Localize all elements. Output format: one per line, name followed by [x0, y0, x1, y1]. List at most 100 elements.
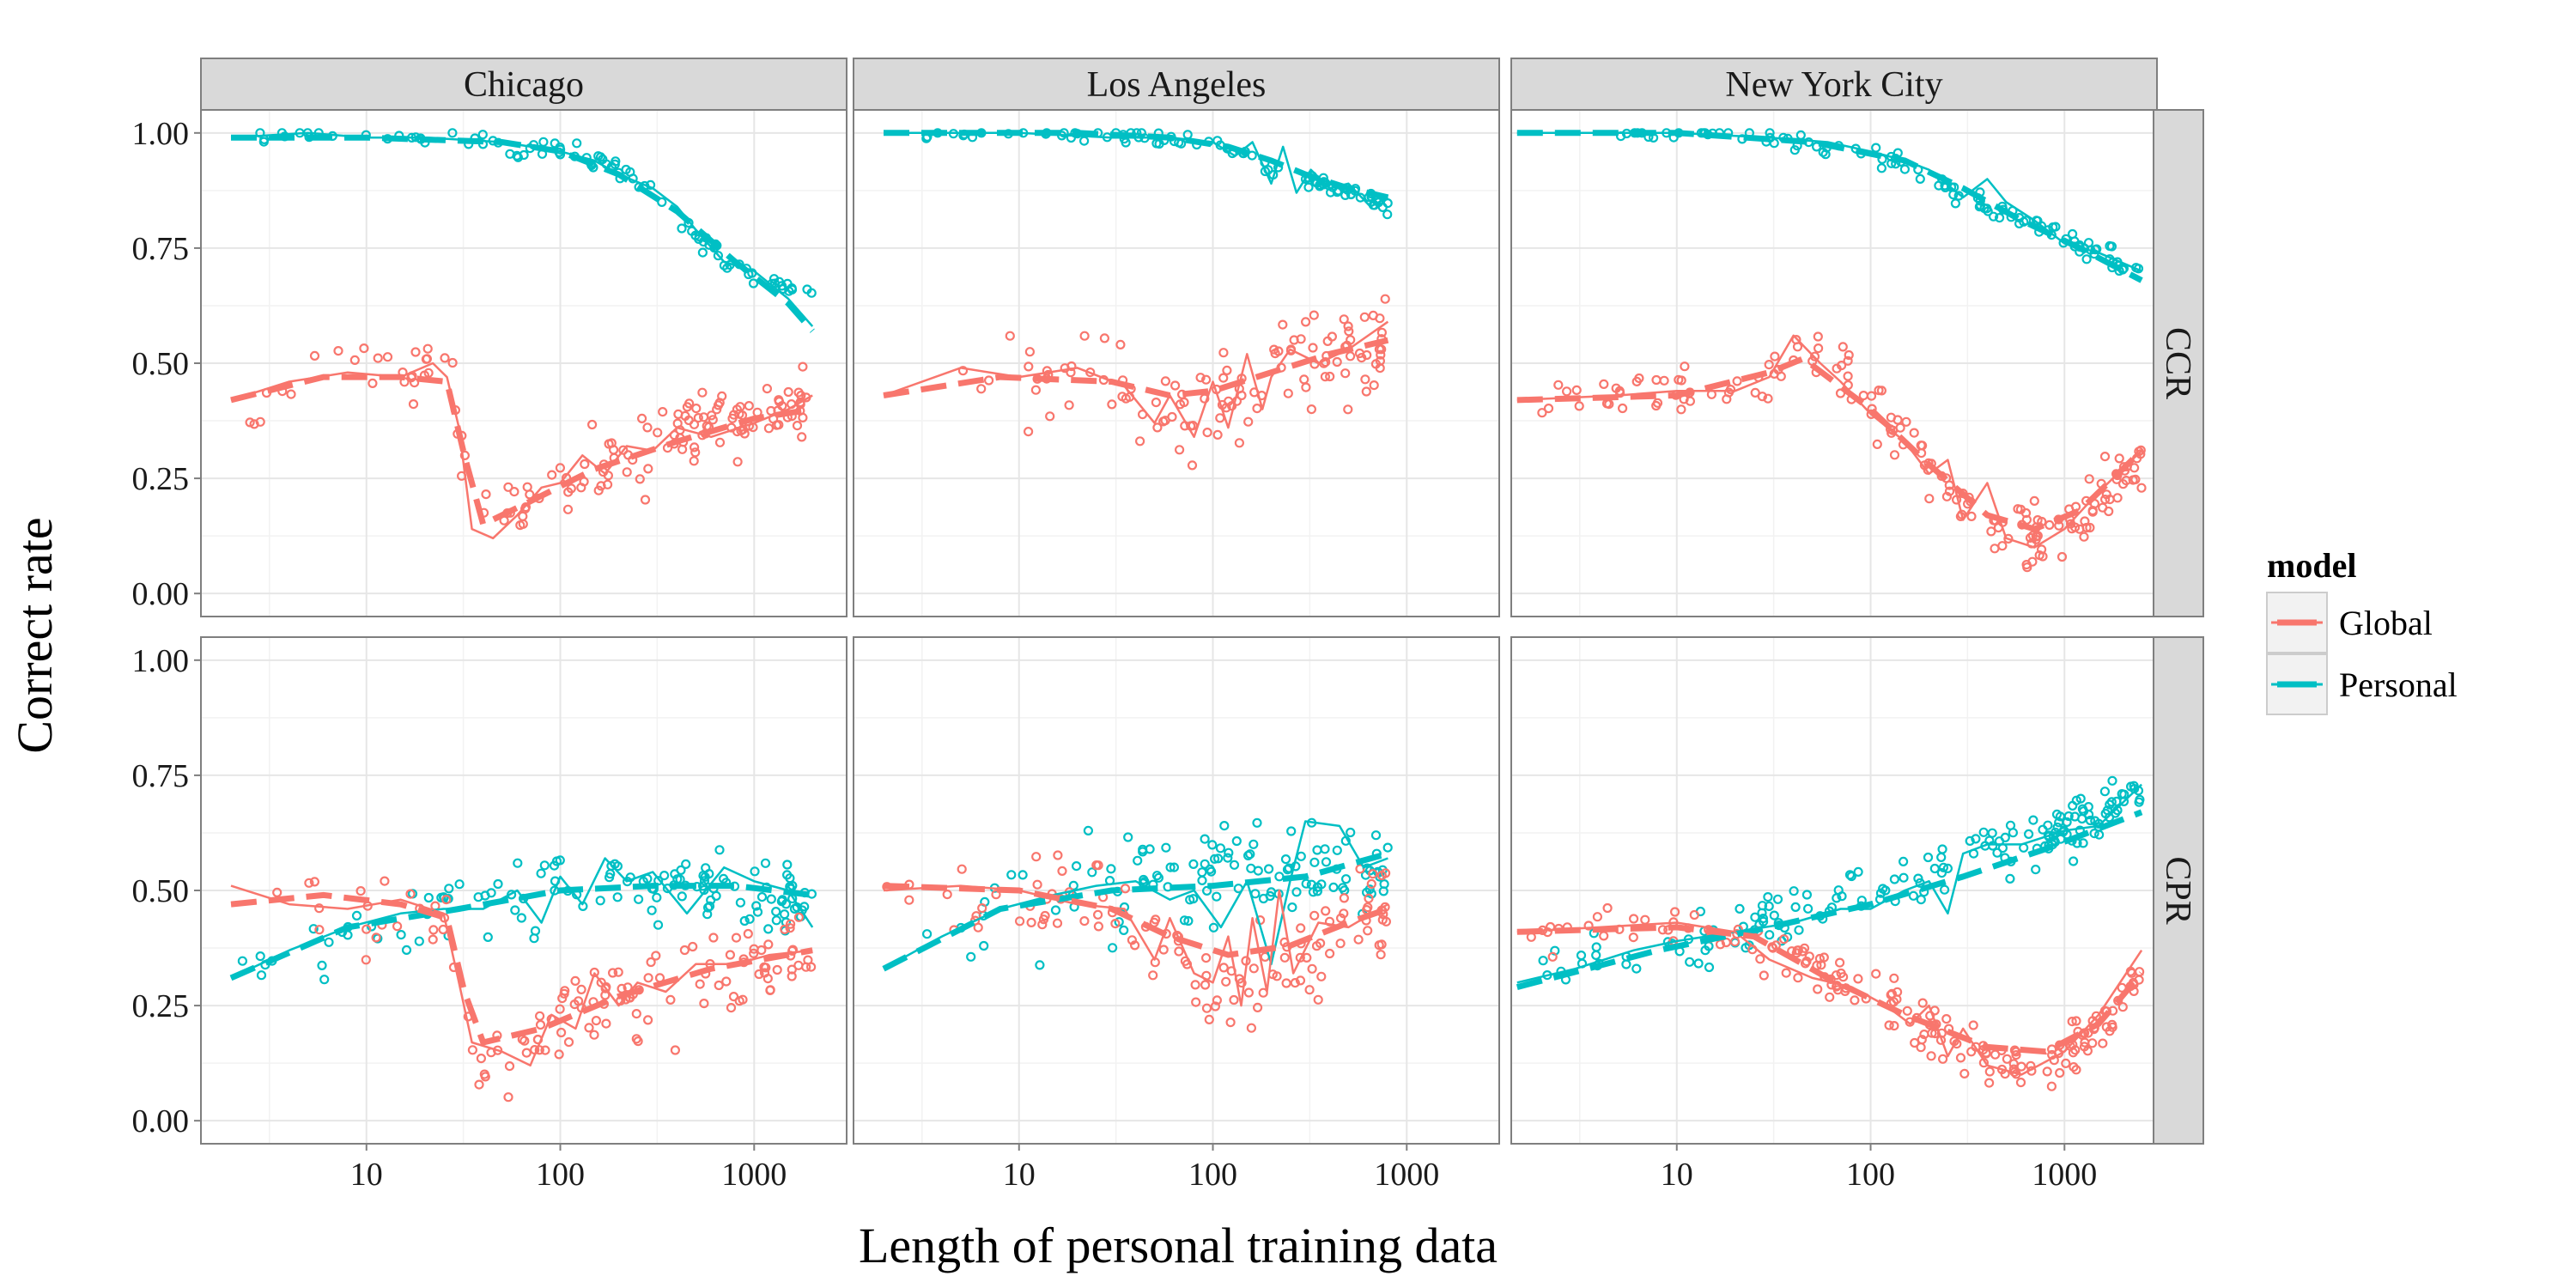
- data-point-global: [1809, 351, 1820, 361]
- data-point-global: [732, 457, 743, 467]
- data-point-personal: [1179, 915, 1190, 926]
- data-point-personal: [1119, 902, 1130, 913]
- data-point-personal: [1312, 886, 1323, 896]
- data-point-global: [1368, 869, 1378, 879]
- data-point-global: [717, 391, 727, 401]
- data-point-global: [665, 994, 676, 1005]
- data-point-global: [721, 976, 732, 987]
- data-point-global: [1190, 980, 1200, 990]
- data-point-global: [1313, 994, 1323, 1005]
- data-point-global: [1657, 925, 1668, 935]
- data-point-global: [591, 1015, 602, 1026]
- data-point-personal: [1338, 883, 1348, 893]
- data-point-global: [1158, 416, 1169, 427]
- data-point-global: [1901, 416, 1911, 427]
- data-point-global: [631, 1008, 641, 1019]
- data-point-personal: [595, 152, 606, 162]
- trend-line-global: [883, 337, 1389, 399]
- data-point-global: [1853, 974, 1863, 984]
- data-point-personal: [739, 915, 750, 927]
- data-point-global: [355, 885, 366, 896]
- y-tick-label: 0.25: [132, 988, 190, 1024]
- data-point-global: [803, 955, 813, 965]
- data-point-global: [2084, 474, 2094, 484]
- data-point-personal: [1106, 864, 1116, 874]
- data-point-global: [1344, 326, 1354, 337]
- data-point-personal: [1018, 870, 1028, 880]
- data-point-global: [643, 464, 653, 474]
- data-point-personal: [681, 859, 691, 870]
- data-point-personal: [1328, 882, 1339, 893]
- data-point-global: [2075, 524, 2085, 534]
- data-point-global: [1800, 958, 1811, 969]
- data-point-global: [725, 950, 736, 960]
- data-point-global: [1175, 399, 1186, 410]
- data-point-personal: [1107, 943, 1118, 953]
- data-point-global: [1886, 412, 1896, 422]
- data-point-global: [1652, 398, 1663, 408]
- data-point-personal: [1332, 845, 1342, 855]
- data-point-global: [570, 975, 580, 987]
- data-point-personal: [2054, 817, 2064, 828]
- data-point-global: [422, 354, 432, 364]
- data-point-global: [515, 519, 526, 531]
- data-point-personal: [2078, 838, 2088, 848]
- data-point-global: [1311, 941, 1322, 951]
- data-point-personal: [1913, 873, 1923, 884]
- data-point-personal: [1916, 894, 1926, 905]
- data-point-global: [1722, 394, 1732, 404]
- y-tick-label: 0.00: [132, 1103, 190, 1139]
- data-point-global: [708, 415, 718, 425]
- data-point-global: [726, 1002, 737, 1013]
- data-point-personal: [1340, 874, 1352, 884]
- data-point-global: [1201, 1003, 1212, 1013]
- data-point-global: [1320, 372, 1331, 382]
- data-point-global: [771, 420, 782, 430]
- data-point-personal: [1206, 866, 1217, 877]
- data-point-personal: [1950, 198, 1960, 209]
- data-point-global: [1204, 1014, 1214, 1025]
- data-point-global: [2011, 1047, 2021, 1057]
- data-point-personal: [697, 881, 708, 891]
- data-point-global: [1375, 363, 1385, 374]
- data-point-global: [635, 474, 645, 484]
- data-point-personal: [1291, 887, 1302, 897]
- data-point-personal: [414, 936, 424, 946]
- data-point-personal: [1382, 842, 1393, 853]
- data-point-global: [503, 1092, 513, 1103]
- data-point-personal: [1231, 835, 1242, 847]
- data-point-global: [2071, 1016, 2081, 1026]
- data-point-global: [2079, 532, 2089, 542]
- data-point-global: [476, 1053, 487, 1064]
- data-point-personal: [572, 138, 582, 149]
- data-point-personal: [1844, 870, 1856, 880]
- data-point-personal: [1286, 826, 1297, 836]
- data-point-personal: [1772, 894, 1783, 904]
- data-point-global: [1290, 977, 1300, 988]
- data-point-global: [1825, 992, 1835, 1002]
- data-point-global: [1759, 970, 1769, 981]
- data-point-personal: [480, 890, 490, 901]
- x-tick-label: 1000: [721, 1157, 787, 1193]
- data-point-personal: [2069, 811, 2080, 822]
- data-point-personal: [423, 892, 434, 903]
- data-point-global: [1602, 902, 1613, 914]
- data-point-personal: [1071, 860, 1082, 872]
- data-point-personal: [396, 929, 406, 940]
- data-point-global: [2042, 1066, 2052, 1077]
- data-point-global: [1252, 404, 1262, 414]
- data-point-global: [1300, 317, 1311, 327]
- data-point-global: [1215, 413, 1225, 423]
- data-point-personal: [1758, 913, 1768, 924]
- data-point-global: [1926, 1051, 1936, 1061]
- data-point-personal: [697, 247, 708, 258]
- trend-line-global: [883, 883, 1389, 958]
- data-point-global: [1332, 356, 1342, 368]
- data-point-global: [1871, 969, 1881, 979]
- data-point-global: [1026, 917, 1036, 928]
- data-point-global: [1339, 314, 1349, 325]
- y-tick-label: 0.75: [132, 231, 190, 267]
- data-point-global: [1835, 957, 1845, 968]
- y-tick-label: 0.50: [132, 346, 190, 382]
- data-point-global: [1038, 914, 1049, 925]
